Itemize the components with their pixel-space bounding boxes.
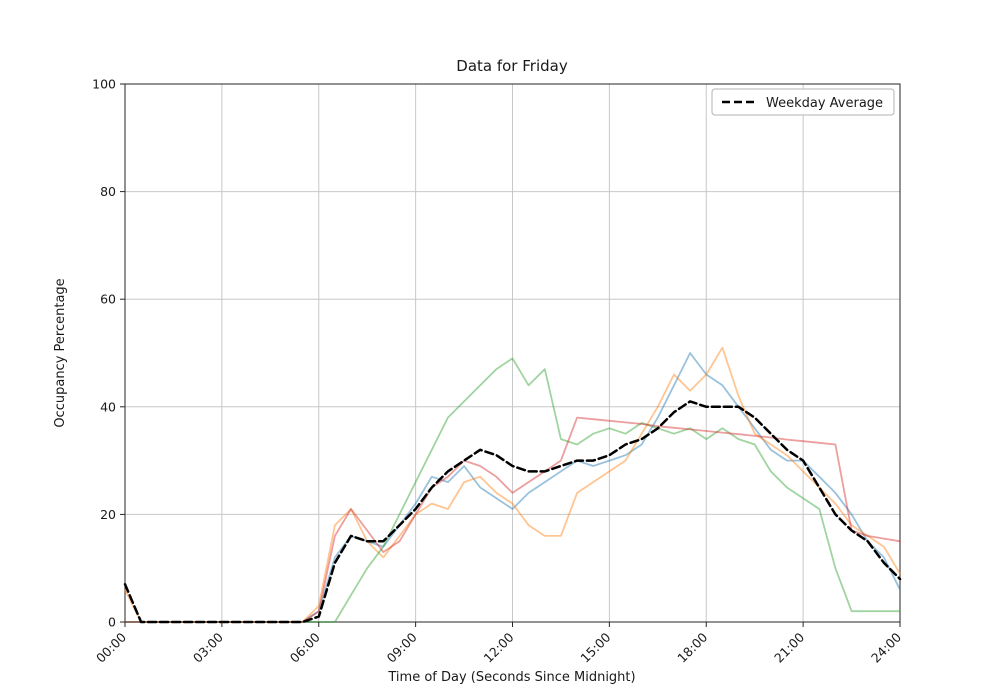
y-tick-label: 60 xyxy=(100,292,116,307)
x-axis-label: Time of Day (Seconds Since Midnight) xyxy=(387,670,635,685)
grid-lines xyxy=(124,83,901,623)
line-weekday-average xyxy=(123,400,902,624)
line-series-blue xyxy=(124,352,901,623)
y-tick-label: 80 xyxy=(100,184,116,199)
axis-ticks: 00:00 03:00 06:00 09:00 12:00 15:00 18:00 21:00… xyxy=(92,77,904,666)
y-axis-label: Occupancy Percentage xyxy=(53,278,68,427)
y-tick-label: 40 xyxy=(100,399,116,414)
legend-label: Weekday Average xyxy=(766,96,883,111)
x-tick-label: 21:00 xyxy=(771,629,807,665)
x-tick-label: 00:00 xyxy=(93,629,129,665)
x-tick-label: 12:00 xyxy=(481,629,517,665)
x-tick-label: 18:00 xyxy=(674,629,710,665)
line-series-orange xyxy=(124,346,901,623)
x-tick-label: 03:00 xyxy=(190,629,226,665)
x-tick-label: 06:00 xyxy=(287,629,323,665)
legend-box xyxy=(711,88,895,116)
x-tick-label: 09:00 xyxy=(384,629,420,665)
chart-title: Data for Friday xyxy=(456,57,568,75)
line-series-green xyxy=(124,357,901,623)
x-tick-label: 24:00 xyxy=(868,629,904,665)
x-tick-label: 15:00 xyxy=(577,629,613,665)
legend: Weekday Average xyxy=(711,88,895,116)
y-tick-label: 100 xyxy=(92,77,116,92)
y-tick-label: 0 xyxy=(108,615,116,630)
y-tick-label: 20 xyxy=(100,507,116,522)
data-series xyxy=(123,346,902,624)
line-series-red xyxy=(124,416,901,623)
